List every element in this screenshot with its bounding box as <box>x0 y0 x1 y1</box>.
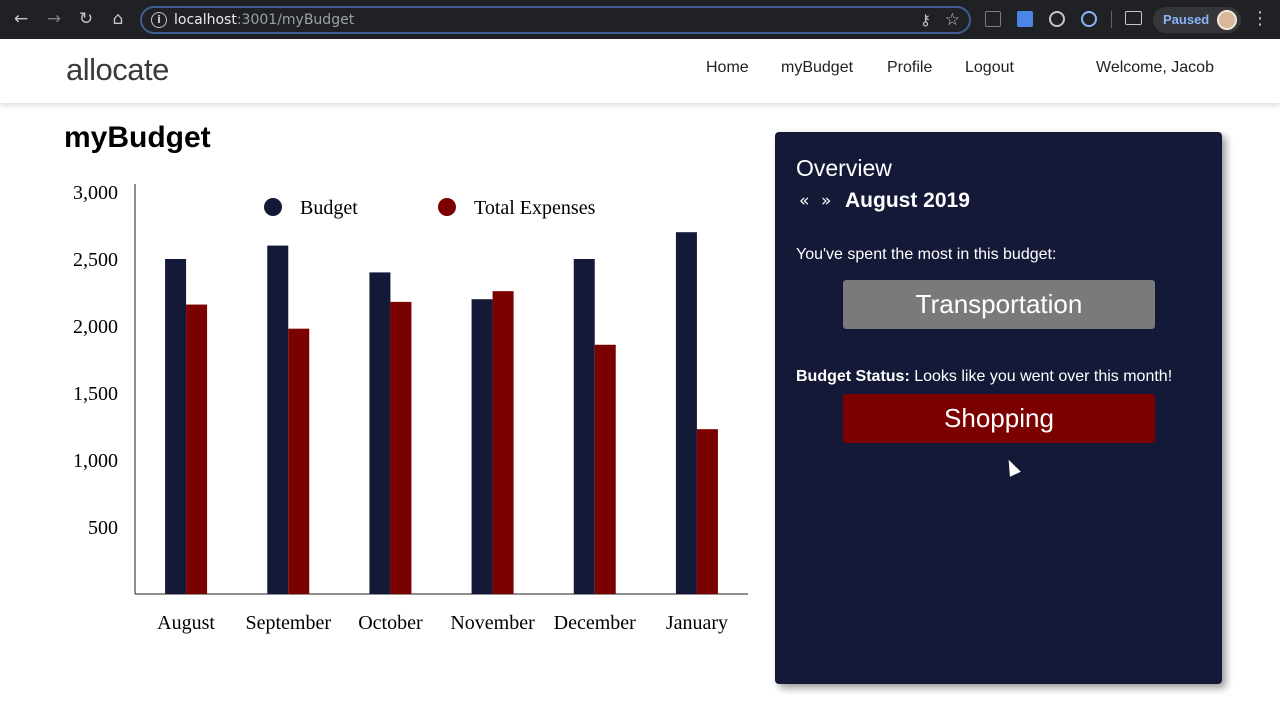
overview-title: Overview <box>796 155 892 181</box>
bar-budget-december <box>573 259 595 594</box>
y-tick-label: 2,500 <box>73 249 118 271</box>
overview-panel: Overview « » August 2019 You've spent th… <box>775 132 1222 684</box>
bar-expenses-november <box>492 291 514 594</box>
bar-expenses-august <box>186 304 208 594</box>
y-tick-label: 1,000 <box>73 450 118 472</box>
url-path: :3001/myBudget <box>236 12 355 28</box>
budget-chart: 500 1,000 1,500 2,000 2,500 3,000 August Septem… <box>73 182 748 634</box>
bar-budget-august <box>165 259 187 594</box>
budget-status: Budget Status: Looks like you went over … <box>796 368 1172 386</box>
nav-link-home[interactable]: Home <box>706 59 749 76</box>
next-month-button[interactable]: » <box>821 191 832 211</box>
bar-budget-september <box>267 245 289 594</box>
budget-status-text: Looks like you went over this month! <box>914 368 1173 385</box>
welcome-message: Welcome, Jacob <box>1096 59 1214 76</box>
url-text[interactable]: localhost:3001/myBudget <box>174 12 354 29</box>
profile-button[interactable]: Paused <box>1153 7 1241 33</box>
x-tick-label: September <box>245 612 331 634</box>
reload-icon[interactable]: ↻ <box>78 9 94 29</box>
x-tick-label: January <box>666 612 728 634</box>
y-tick-label: 3,000 <box>73 182 118 204</box>
page-title: myBudget <box>64 121 211 154</box>
current-month: August 2019 <box>845 189 970 212</box>
cast-icon[interactable] <box>1125 11 1142 25</box>
browser-toolbar: ← → ↻ ⌂ i localhost:3001/myBudget ⚷ ☆ Pa… <box>0 0 1280 39</box>
legend-marker <box>264 198 282 216</box>
bar-expenses-january <box>696 429 718 594</box>
address-bar[interactable]: i localhost:3001/myBudget ⚷ ☆ <box>140 6 971 34</box>
back-arrow-icon[interactable]: ← <box>13 9 29 29</box>
extension-icon[interactable] <box>1017 11 1033 27</box>
key-icon[interactable]: ⚷ <box>920 11 931 29</box>
y-tick-label: 500 <box>88 517 118 539</box>
url-host: localhost <box>174 12 237 28</box>
extension-icon[interactable] <box>1049 11 1065 27</box>
y-tick-label: 1,500 <box>73 383 118 405</box>
bar-budget-january <box>675 232 697 594</box>
app-navbar: allocate Home myBudget Profile Logout We… <box>0 39 1280 103</box>
logo[interactable]: allocate <box>66 52 169 87</box>
legend-marker <box>438 198 456 216</box>
x-tick-label: December <box>554 612 637 634</box>
bar-budget-october <box>369 272 391 594</box>
over-budget-category-badge[interactable]: Shopping <box>843 394 1155 443</box>
toolbar-divider <box>1111 11 1112 28</box>
bar-expenses-october <box>390 301 412 594</box>
nav-link-mybudget[interactable]: myBudget <box>781 59 854 76</box>
bar-expenses-december <box>594 344 616 594</box>
home-icon[interactable]: ⌂ <box>112 9 124 29</box>
more-menu-icon[interactable]: ⋮ <box>1251 8 1269 29</box>
extension-icon[interactable] <box>1081 11 1097 27</box>
bar-expenses-september <box>288 328 310 594</box>
x-tick-label: August <box>157 612 215 634</box>
profile-status: Paused <box>1163 12 1210 27</box>
x-tick-label: November <box>450 612 535 634</box>
bookmark-star-icon[interactable]: ☆ <box>944 10 960 30</box>
avatar <box>1217 10 1237 30</box>
budget-status-label: Budget Status: <box>796 368 910 385</box>
top-category-badge[interactable]: Transportation <box>843 280 1155 329</box>
site-info-icon[interactable]: i <box>151 12 167 28</box>
legend-label: Total Expenses <box>474 197 596 219</box>
extension-icon[interactable] <box>985 11 1001 27</box>
spent-most-text: You've spent the most in this budget: <box>796 246 1057 263</box>
legend-label: Budget <box>300 197 358 219</box>
nav-link-profile[interactable]: Profile <box>887 59 933 76</box>
x-tick-label: October <box>358 612 423 634</box>
bar-budget-november <box>471 299 493 594</box>
y-tick-label: 2,000 <box>73 316 118 338</box>
nav-link-logout[interactable]: Logout <box>965 59 1014 76</box>
prev-month-button[interactable]: « <box>799 191 810 211</box>
forward-arrow-icon[interactable]: → <box>46 9 62 29</box>
